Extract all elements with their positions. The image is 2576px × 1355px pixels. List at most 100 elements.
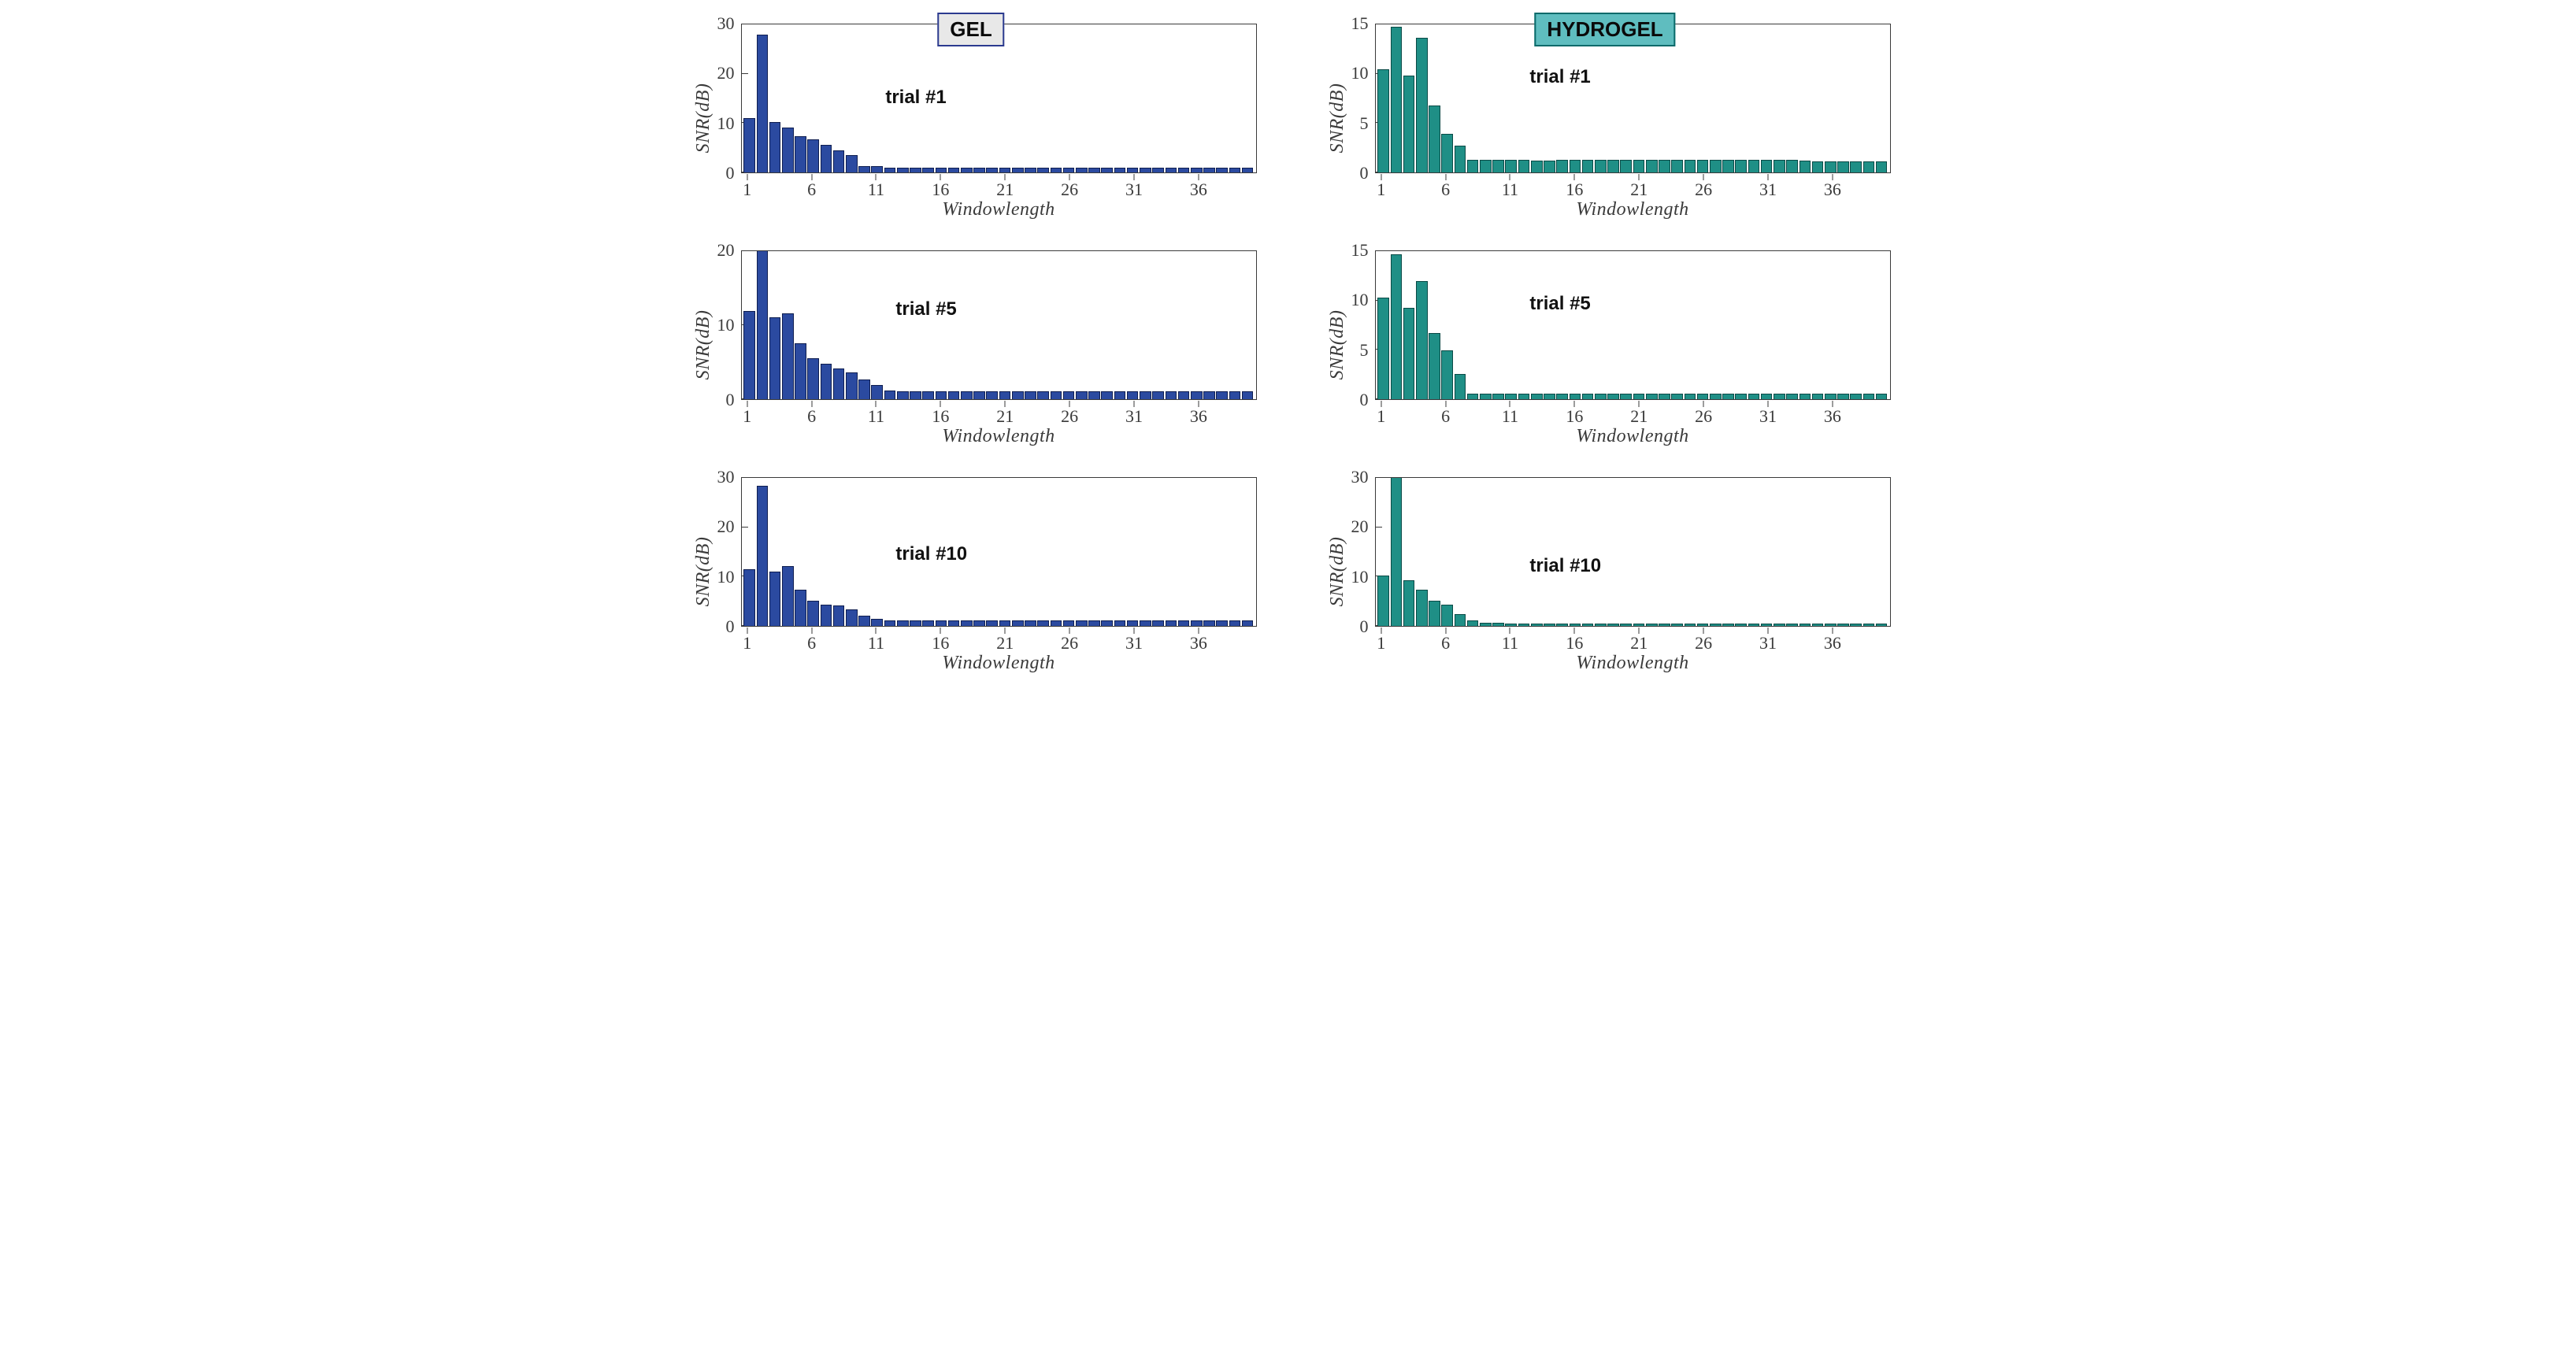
bar	[922, 391, 934, 399]
bar	[1114, 620, 1126, 626]
xtick-label: 21	[1630, 406, 1648, 427]
bar	[871, 166, 883, 172]
bar	[1774, 624, 1785, 627]
bar	[922, 168, 934, 172]
bar	[1051, 168, 1062, 172]
panel-gel-row0: GELSNR(dB)0102030trial #116111621263136W…	[678, 16, 1265, 220]
bar	[1646, 394, 1658, 399]
bar	[1063, 620, 1075, 626]
xtick-label: 21	[996, 633, 1014, 653]
xtick-label: 26	[1695, 406, 1712, 427]
bar	[1152, 168, 1164, 172]
bar	[910, 620, 921, 626]
bar	[858, 166, 870, 172]
bar	[1492, 623, 1504, 626]
ytick-label: 10	[1351, 63, 1369, 83]
x-ticks: 16111621263136Windowlength	[1375, 175, 1891, 220]
xtick-label: 1	[743, 633, 751, 653]
y-ticks: 0102030	[678, 477, 739, 627]
bar	[1216, 391, 1228, 399]
bar	[973, 168, 985, 172]
bar	[1607, 394, 1619, 399]
bar	[1837, 624, 1849, 627]
xtick-label: 6	[807, 406, 816, 427]
bar	[1685, 624, 1696, 627]
bar	[833, 150, 845, 172]
xtick-label: 6	[1441, 406, 1450, 427]
bar	[1646, 624, 1658, 627]
bar	[1505, 394, 1517, 399]
bar	[1166, 620, 1177, 626]
bar	[1191, 391, 1203, 399]
bar	[1505, 160, 1517, 172]
bar	[910, 391, 921, 399]
bar	[1152, 391, 1164, 399]
xtick-label: 31	[1125, 633, 1143, 653]
trial-label: trial #1	[1529, 66, 1590, 88]
bar	[858, 616, 870, 626]
bar	[757, 250, 769, 399]
bar	[961, 620, 973, 626]
bar	[807, 358, 819, 399]
bar	[1722, 160, 1734, 172]
bar	[1191, 620, 1203, 626]
bar	[1825, 161, 1837, 172]
bar	[1441, 134, 1453, 172]
bar	[1761, 394, 1773, 399]
bar	[769, 572, 781, 626]
bar	[1012, 620, 1024, 626]
xtick-label: 16	[932, 406, 949, 427]
xtick-label: 26	[1061, 180, 1078, 200]
bar	[1127, 620, 1139, 626]
bar	[1429, 106, 1440, 172]
bar	[1114, 168, 1126, 172]
xtick-label: 1	[1377, 633, 1385, 653]
xtick-label: 11	[1502, 180, 1518, 200]
ytick-label: 5	[1360, 340, 1369, 361]
bar	[743, 569, 755, 626]
bar	[884, 620, 896, 626]
bar	[1633, 624, 1645, 627]
bar	[1544, 161, 1555, 172]
bar	[1876, 161, 1888, 172]
bar	[1697, 394, 1709, 399]
bar	[1531, 161, 1543, 172]
bar	[1152, 620, 1164, 626]
bar	[1391, 254, 1403, 399]
bar	[897, 168, 909, 172]
bar	[961, 168, 973, 172]
ytick-label: 0	[1360, 390, 1369, 410]
bar	[795, 343, 806, 399]
ytick-label: 10	[717, 315, 735, 335]
bar	[1876, 394, 1888, 399]
bar	[1441, 350, 1453, 399]
bar	[1850, 394, 1862, 399]
bar	[1242, 620, 1254, 626]
panel-hydrogel-row1: SNR(dB)051015trial #516111621263136Windo…	[1312, 242, 1899, 447]
xtick-label: 31	[1759, 406, 1777, 427]
bar	[948, 620, 960, 626]
bar	[936, 168, 947, 172]
ytick-label: 20	[717, 240, 735, 261]
bar	[1595, 624, 1607, 627]
bar	[1863, 624, 1875, 627]
bar	[1037, 620, 1049, 626]
bar	[1166, 168, 1177, 172]
bar	[922, 620, 934, 626]
bar	[1620, 160, 1632, 172]
y-ticks: 0102030	[1312, 477, 1373, 627]
y-ticks: 01020	[678, 250, 739, 400]
xtick-label: 1	[743, 406, 751, 427]
xtick-label: 31	[1125, 406, 1143, 427]
bar	[1127, 391, 1139, 399]
bar	[1633, 394, 1645, 399]
bar	[769, 122, 781, 172]
x-axis-label: Windowlength	[1576, 199, 1688, 220]
trial-label: trial #5	[1529, 293, 1590, 315]
bar	[1544, 394, 1555, 399]
bar	[1761, 624, 1773, 627]
bar	[1620, 624, 1632, 627]
bar	[858, 379, 870, 399]
panel-gel-row2: SNR(dB)0102030trial #1016111621263136Win…	[678, 469, 1265, 674]
bar	[1127, 168, 1139, 172]
